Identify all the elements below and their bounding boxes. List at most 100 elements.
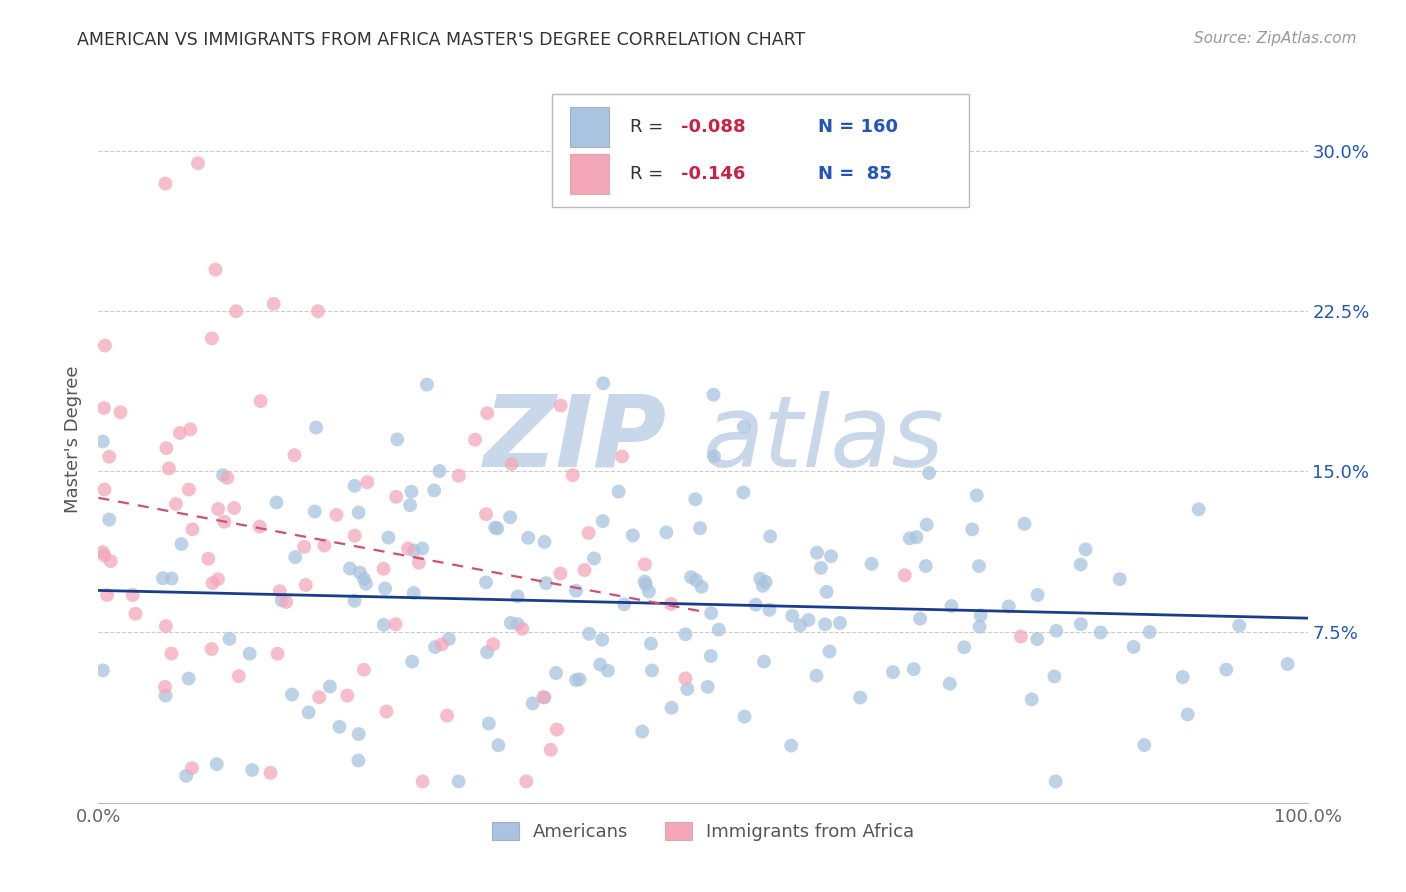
Point (477, 406, 499, 420)
Point (903, 662, 925, 676)
Point (550, 566, 572, 581)
Point (515, 774, 537, 789)
Text: Source: ZipAtlas.com: Source: ZipAtlas.com (1194, 31, 1357, 46)
Point (681, 570, 703, 584)
Point (385, 490, 408, 504)
Point (607, 484, 630, 499)
Point (155, 619, 177, 633)
Point (969, 608, 991, 623)
Point (789, 618, 811, 632)
Point (546, 723, 568, 737)
Text: ZIP: ZIP (484, 391, 666, 488)
Point (249, 394, 271, 409)
Point (820, 549, 842, 564)
Point (314, 539, 336, 553)
Point (531, 690, 554, 704)
Point (1171, 670, 1194, 684)
Point (574, 563, 596, 577)
Point (661, 700, 683, 714)
Point (860, 557, 883, 571)
Y-axis label: Master's Degree: Master's Degree (65, 366, 83, 513)
Point (734, 709, 756, 723)
Point (486, 738, 509, 752)
Point (204, 262, 226, 277)
Text: R =: R = (630, 165, 669, 183)
Text: R =: R = (630, 118, 669, 136)
Point (121, 588, 143, 602)
Point (402, 586, 425, 600)
Point (702, 388, 724, 402)
Point (634, 577, 657, 591)
Point (1122, 640, 1144, 654)
Point (374, 582, 396, 596)
Point (960, 522, 983, 536)
Point (93, 483, 115, 497)
Point (375, 705, 398, 719)
Point (484, 520, 506, 534)
Point (423, 483, 446, 498)
Text: -0.146: -0.146 (682, 165, 745, 183)
Point (408, 556, 430, 570)
Point (98, 513, 121, 527)
Point (596, 664, 619, 678)
Point (592, 514, 614, 528)
Point (592, 376, 614, 391)
Point (98, 450, 121, 464)
Point (486, 521, 509, 535)
Point (160, 647, 183, 661)
Point (475, 645, 498, 659)
Point (1045, 774, 1067, 789)
Point (110, 405, 132, 419)
Point (685, 492, 707, 507)
Point (707, 623, 730, 637)
Point (200, 642, 222, 657)
Point (436, 708, 458, 723)
Point (997, 599, 1019, 614)
Point (561, 468, 583, 483)
Point (91, 664, 114, 678)
Point (347, 754, 370, 768)
Point (343, 529, 366, 543)
Point (565, 583, 588, 598)
Point (915, 517, 938, 532)
Point (308, 690, 330, 705)
Point (207, 572, 229, 586)
Point (224, 501, 246, 516)
Point (240, 763, 263, 777)
Point (401, 655, 423, 669)
Point (828, 615, 851, 630)
Point (546, 665, 568, 680)
Point (1090, 625, 1112, 640)
Point (550, 399, 572, 413)
Point (733, 419, 755, 434)
Point (325, 508, 347, 522)
Point (589, 657, 612, 672)
Point (501, 457, 523, 471)
Point (696, 680, 718, 694)
Point (752, 655, 775, 669)
Point (634, 574, 657, 589)
Point (818, 644, 841, 658)
Point (284, 550, 307, 565)
Point (815, 585, 838, 599)
Point (759, 529, 782, 543)
Point (631, 724, 654, 739)
Point (377, 531, 399, 545)
Point (1070, 617, 1092, 632)
Point (187, 156, 209, 170)
Point (676, 681, 699, 696)
Point (396, 541, 419, 556)
Point (512, 622, 534, 636)
Point (429, 464, 451, 478)
Point (249, 519, 271, 533)
Point (91, 434, 114, 449)
Point (373, 617, 395, 632)
Point (1215, 663, 1237, 677)
Point (155, 441, 177, 455)
Point (411, 541, 433, 556)
Point (898, 532, 921, 546)
Point (1026, 632, 1049, 646)
Point (266, 495, 288, 509)
Point (1108, 572, 1130, 586)
Point (582, 551, 605, 566)
